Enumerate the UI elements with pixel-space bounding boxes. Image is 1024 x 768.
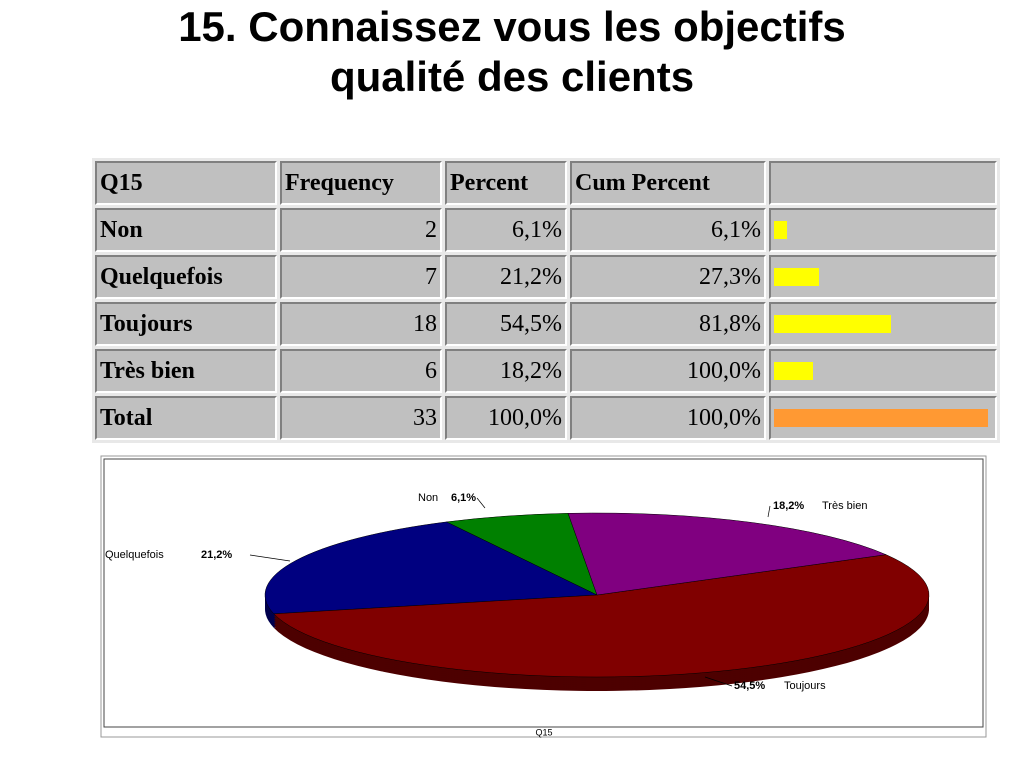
slide-title: 15. Connaissez vous les objectifs qualit… (178, 3, 846, 100)
row-label: Toujours (95, 302, 277, 346)
pie-slice (567, 512, 887, 596)
frequency-bar (774, 315, 891, 333)
header-cell: Cum Percent (570, 161, 766, 205)
frequency-cell: 7 (280, 255, 442, 299)
frequency-table: Q15 Frequency Percent Cum Percent Non 2 6,1% 6,… (92, 158, 1000, 443)
cum-percent-cell: 100,0% (570, 396, 766, 440)
frequency-cell: 33 (280, 396, 442, 440)
leader-line (249, 554, 291, 562)
frequency-bar (774, 221, 787, 239)
cum-percent-cell: 27,3% (570, 255, 766, 299)
x-axis-label: Q15 (535, 727, 552, 737)
bar-cell (769, 208, 997, 252)
table-row: Total 33 100,0% 100,0% (95, 396, 997, 440)
slice-category-label: Non (418, 492, 438, 504)
percent-cell: 6,1% (445, 208, 567, 252)
leader-line (704, 676, 733, 687)
pie-slice (264, 521, 598, 615)
slice-category-label: Quelquefois (105, 549, 164, 561)
row-label: Non (95, 208, 277, 252)
slice-value-label: 18,2% (773, 500, 804, 512)
table-row: Très bien 6 18,2% 100,0% (95, 349, 997, 393)
frequency-bar (774, 409, 988, 427)
bar-cell (769, 349, 997, 393)
header-row: Q15 Frequency Percent Cum Percent (95, 161, 997, 205)
percent-cell: 18,2% (445, 349, 567, 393)
bar-cell (769, 302, 997, 346)
row-label: Total (95, 396, 277, 440)
row-label: Très bien (95, 349, 277, 393)
chart: Q15 Non 6,1% Quelquefois 21,2% Toujours 54,5%… (100, 455, 987, 738)
header-cell (769, 161, 997, 205)
bar-cell (769, 396, 997, 440)
frequency-cell: 18 (280, 302, 442, 346)
cum-percent-cell: 6,1% (570, 208, 766, 252)
leader-line (476, 497, 486, 509)
leader-line (767, 505, 771, 518)
cum-percent-cell: 100,0% (570, 349, 766, 393)
row-label: Quelquefois (95, 255, 277, 299)
frequency-cell: 6 (280, 349, 442, 393)
slice-category-label: Très bien (822, 500, 867, 512)
plot-frame (103, 458, 984, 728)
table-row: Quelquefois 7 21,2% 27,3% (95, 255, 997, 299)
bar-cell (769, 255, 997, 299)
table-row: Toujours 18 54,5% 81,8% (95, 302, 997, 346)
frequency-cell: 2 (280, 208, 442, 252)
header-cell: Q15 (95, 161, 277, 205)
slice-value-label: 54,5% (734, 680, 765, 692)
table-row: Non 2 6,1% 6,1% (95, 208, 997, 252)
frequency-bar (774, 268, 820, 286)
frequency-bar (774, 362, 813, 380)
percent-cell: 54,5% (445, 302, 567, 346)
cum-percent-cell: 81,8% (570, 302, 766, 346)
slice-value-label: 21,2% (201, 549, 232, 561)
header-cell: Frequency (280, 161, 442, 205)
slice-category-label: Toujours (784, 680, 826, 692)
pie-slice (445, 513, 598, 596)
header-cell: Percent (445, 161, 567, 205)
pie-slice (273, 554, 930, 678)
slice-value-label: 6,1% (451, 492, 476, 504)
percent-cell: 21,2% (445, 255, 567, 299)
percent-cell: 100,0% (445, 396, 567, 440)
